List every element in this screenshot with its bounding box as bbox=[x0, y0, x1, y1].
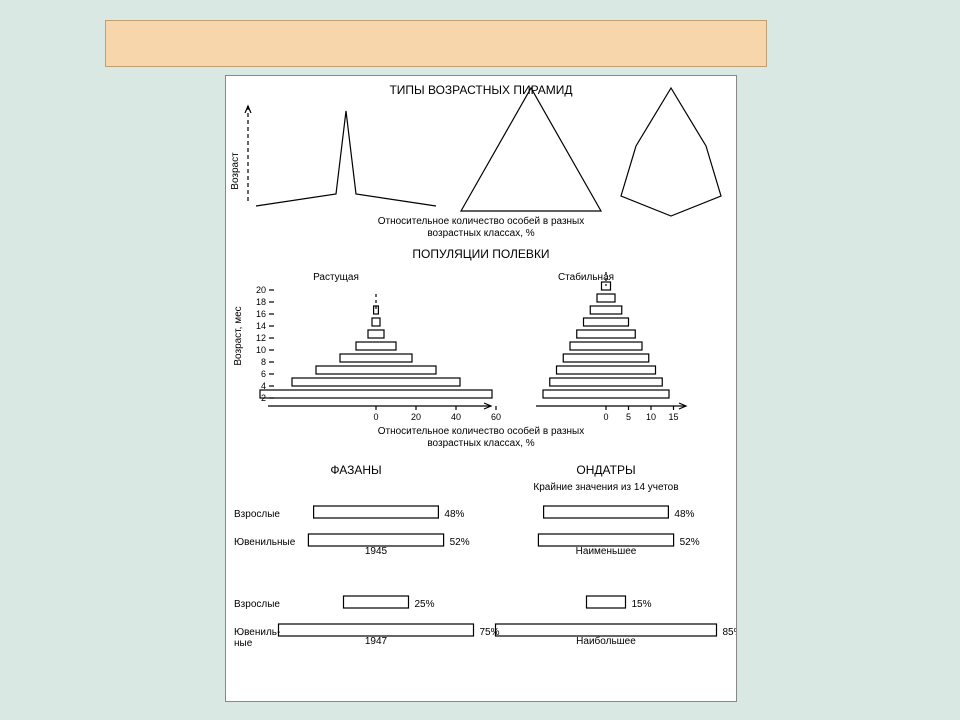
section1-caption-1: Относительное количество особей в разных bbox=[378, 215, 585, 227]
muskrats-bar bbox=[496, 624, 717, 636]
pheasants-bar bbox=[314, 506, 439, 518]
muskrats-bar-value: 48% bbox=[674, 509, 694, 520]
vole-growing-bar bbox=[260, 390, 492, 398]
vole-stable-xtick-label: 15 bbox=[668, 412, 678, 422]
section2-ytick: 20 bbox=[256, 285, 266, 295]
pyramid-triangle bbox=[461, 88, 601, 211]
vole-stable-xtick-label: 0 bbox=[603, 412, 608, 422]
section2-ytick: 18 bbox=[256, 297, 266, 307]
page-background: ТИПЫ ВОЗРАСТНЫХ ПИРАМИД Возраст Относитель… bbox=[0, 0, 960, 720]
muskrats-bar-value: 85% bbox=[723, 627, 737, 638]
muskrats-bar bbox=[544, 506, 669, 518]
pheasants-row-label: Взрослые bbox=[234, 509, 280, 520]
section1-caption-2: возрастных классах, % bbox=[427, 228, 534, 239]
section1-title: ТИПЫ ВОЗРАСТНЫХ ПИРАМИД bbox=[389, 83, 572, 97]
muskrats-pair-caption: Наибольшее bbox=[576, 635, 636, 647]
pheasants-title: ФАЗАНЫ bbox=[330, 463, 381, 477]
section2-y-label: Возраст, мес bbox=[233, 306, 244, 365]
section2-ytick: 10 bbox=[256, 345, 266, 355]
pheasants-pair-caption: 1945 bbox=[365, 546, 388, 557]
figure-svg: ТИПЫ ВОЗРАСТНЫХ ПИРАМИД Возраст Относитель… bbox=[226, 76, 736, 701]
muskrats-bar-value: 15% bbox=[632, 599, 652, 610]
vole-stable-bar bbox=[557, 366, 656, 374]
vole-stable-bar bbox=[570, 342, 642, 350]
figure-panel: ТИПЫ ВОЗРАСТНЫХ ПИРАМИД Возраст Относитель… bbox=[225, 75, 737, 702]
section2-caption-2: возрастных классах, % bbox=[427, 438, 534, 449]
section2-ytick: 12 bbox=[256, 333, 266, 343]
vole-stable-xtick-label: 5 bbox=[626, 412, 631, 422]
section2-title: ПОПУЛЯЦИИ ПОЛЕВКИ bbox=[412, 247, 549, 261]
vole-growing-xtick-label: 40 bbox=[451, 412, 461, 422]
pheasants-row-label: Ювениль-ные bbox=[234, 627, 280, 649]
pheasants-bar-value: 52% bbox=[450, 537, 470, 548]
muskrats-bar bbox=[587, 596, 626, 608]
muskrats-pair-caption: Наименьшее bbox=[576, 546, 637, 557]
vole-stable-bar bbox=[563, 354, 649, 362]
pheasants-pair-caption: 1947 bbox=[365, 636, 388, 647]
pheasants-row-label: Ювенильные bbox=[234, 537, 296, 548]
section2-ytick: 14 bbox=[256, 321, 266, 331]
vole-growing-bar bbox=[368, 330, 384, 338]
vole-growing-xtick-label: 20 bbox=[411, 412, 421, 422]
vole-growing-xtick-label: 0 bbox=[373, 412, 378, 422]
pheasants-row-label: Взрослые bbox=[234, 599, 280, 610]
vole-stable-bar bbox=[584, 318, 629, 326]
title-banner bbox=[105, 20, 767, 67]
section2-ytick: 8 bbox=[261, 357, 266, 367]
section2-caption-1: Относительное количество особей в разных bbox=[378, 425, 585, 437]
vole-stable-bar bbox=[590, 306, 622, 314]
section2-ytick: 6 bbox=[261, 369, 266, 379]
section2-ytick: 16 bbox=[256, 309, 266, 319]
muskrats-title: ОНДАТРЫ bbox=[576, 463, 635, 477]
muskrats-bar bbox=[538, 534, 673, 546]
muskrats-bar-value: 52% bbox=[680, 537, 700, 548]
pheasants-bar bbox=[279, 624, 474, 636]
vole-growing-xtick-label: 60 bbox=[491, 412, 501, 422]
vole-growing-bar bbox=[340, 354, 412, 362]
vole-stable-bar bbox=[597, 294, 615, 302]
pheasants-bar bbox=[344, 596, 409, 608]
vole-stable-xtick-label: 10 bbox=[646, 412, 656, 422]
pyramid-diamond bbox=[621, 88, 721, 216]
pheasants-bar bbox=[308, 534, 443, 546]
vole-growing-bar bbox=[316, 366, 436, 374]
vole-stable-bar bbox=[550, 378, 663, 386]
vole-stable-bar bbox=[577, 330, 636, 338]
pheasants-bar-value: 48% bbox=[444, 509, 464, 520]
section1-y-label: Возраст bbox=[230, 152, 241, 190]
vole-stable-bar bbox=[543, 390, 669, 398]
pheasants-bar-value: 25% bbox=[415, 599, 435, 610]
vole-growing-bar bbox=[292, 378, 460, 386]
pyramid-concave bbox=[256, 111, 436, 206]
vole-growing-bar bbox=[356, 342, 396, 350]
vole-growing-bar bbox=[372, 318, 380, 326]
vole-growing-label: Растущая bbox=[313, 272, 359, 283]
muskrats-subtitle: Крайние значения из 14 учетов bbox=[533, 482, 678, 493]
